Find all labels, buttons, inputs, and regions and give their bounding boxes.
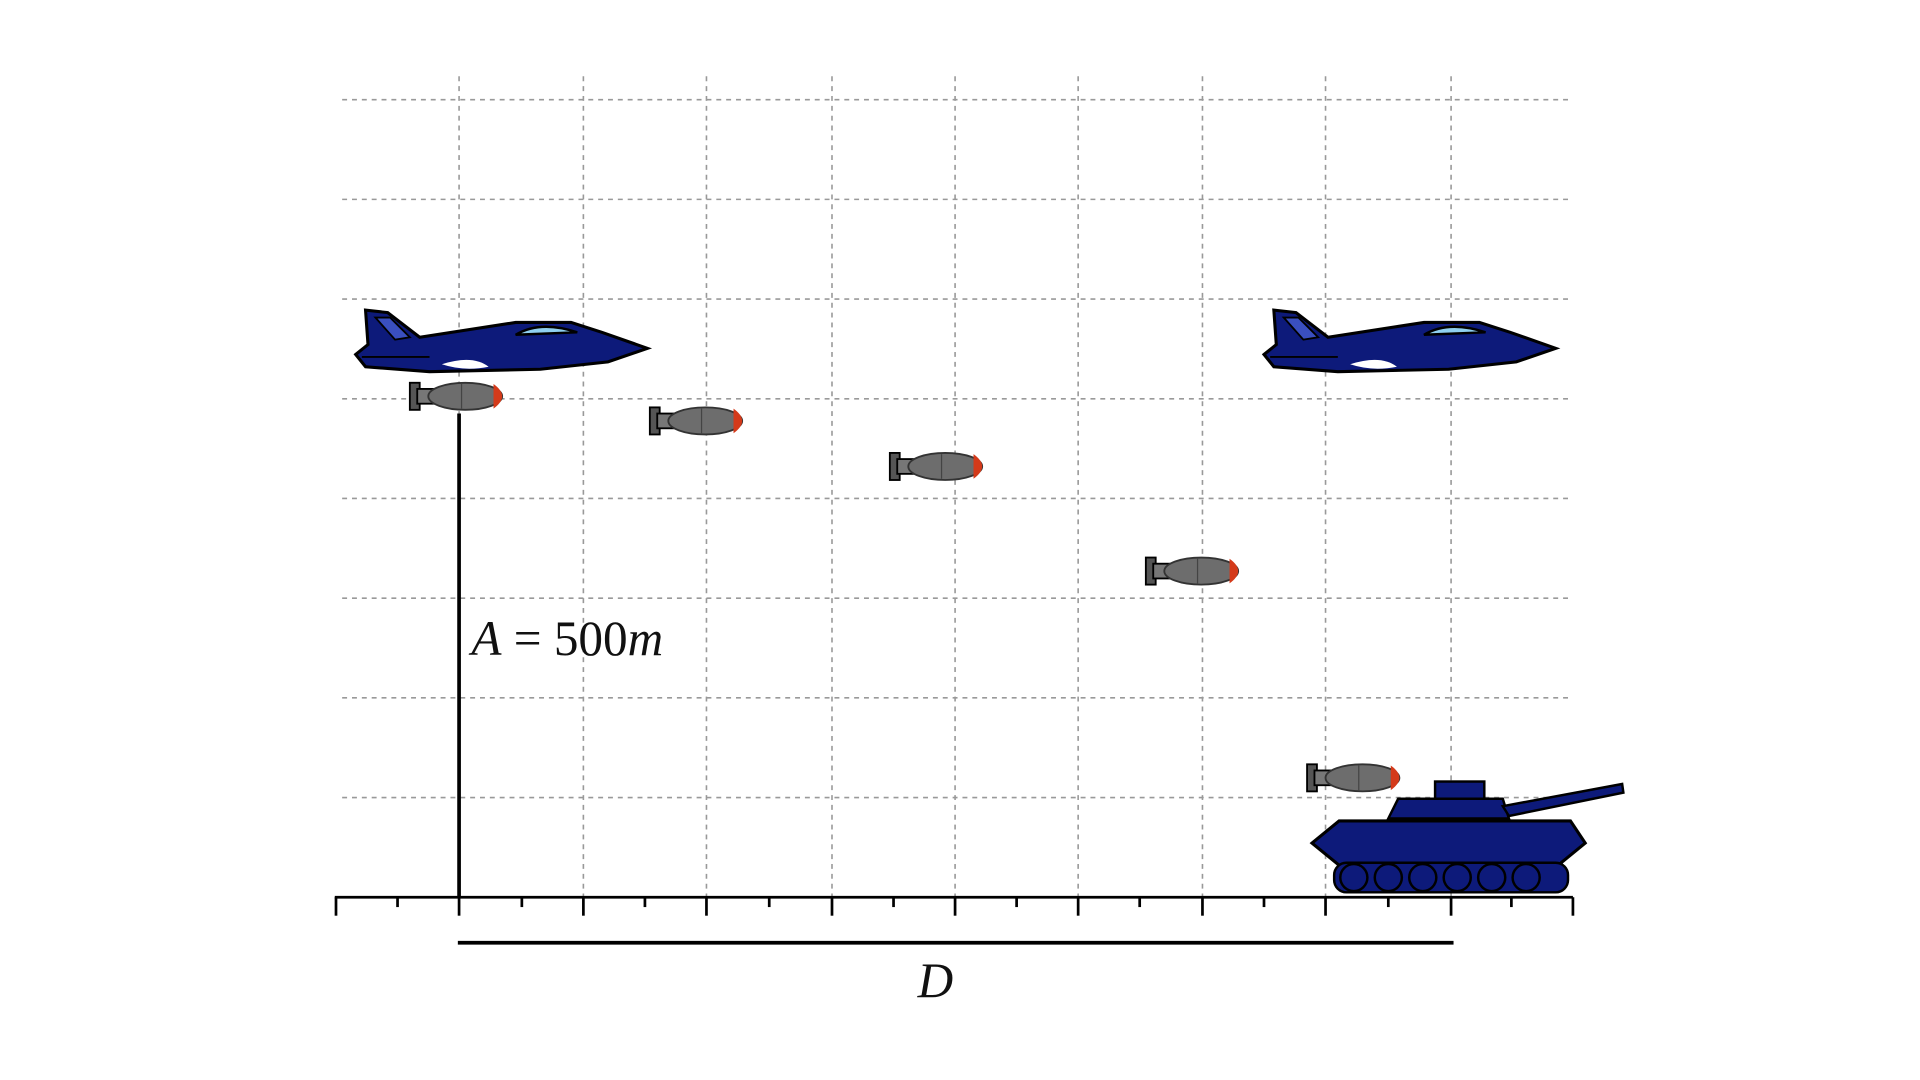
altitude-value: = 500 xyxy=(514,611,628,666)
altitude-label: A = 500m xyxy=(468,611,663,666)
ground-axis xyxy=(334,895,1575,916)
plane-end xyxy=(1262,308,1558,374)
altitude-unit: m xyxy=(628,611,664,666)
bomb xyxy=(1306,763,1401,793)
bomb xyxy=(888,451,984,481)
plane-start xyxy=(354,308,649,374)
bomb xyxy=(1144,556,1240,586)
bomb xyxy=(648,406,744,436)
distance-label: D xyxy=(917,953,954,1008)
altitude-variable: A xyxy=(468,611,502,666)
bomb xyxy=(408,381,504,411)
